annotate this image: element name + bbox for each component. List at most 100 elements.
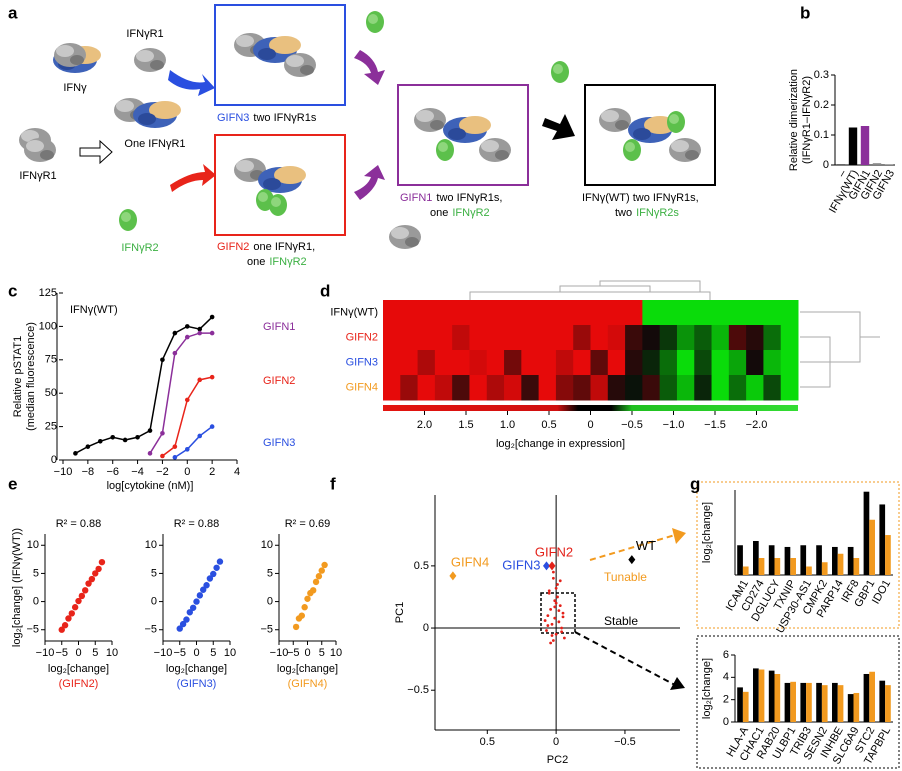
bar [869,672,875,722]
point [557,620,560,623]
x-tick-label: 10 [224,647,236,659]
heat-cell [504,325,522,351]
heat-cell [573,375,591,401]
x-tick-label: −0.5 [614,736,636,748]
caption-part: two [615,207,632,219]
x-axis-label: log₂[change] [48,663,109,675]
point [82,587,88,593]
heat-cell [660,375,678,401]
point [552,639,555,642]
y-tick-label: 4 [723,671,729,683]
point [110,435,115,440]
heat-cell [642,325,660,351]
heat-cell [418,325,436,351]
point [628,555,635,564]
caption-part: GIFN2 [217,241,249,253]
point [560,627,563,630]
figure: IFNγR1 IFNγ IFNγR1 One IFNγR1 IFNγR2 GIF… [0,0,902,771]
heat-cell [677,350,695,376]
heat-cell [400,300,418,326]
heat-cell [729,325,747,351]
bar [816,683,822,722]
point [552,577,555,580]
point [562,612,565,615]
y-axis-label: Relative pSTAT1 [12,336,24,418]
colorbar-tick-label: 0.5 [541,419,556,431]
y-tick-label: 0 [723,716,729,728]
heat-cell [383,375,401,401]
bar [816,545,822,575]
point [559,579,562,582]
heat-cell [591,350,609,376]
x-tick-label: −5 [287,647,300,659]
point [173,351,178,356]
heat-cell [591,300,609,326]
y-axis-label: log₂[change] (IFNγ(WT)) [11,528,23,647]
caption-part: one IFNγR1, [253,241,315,253]
heat-cell [608,350,626,376]
heat-cell [504,375,522,401]
point [553,617,556,620]
heat-cell [452,325,470,351]
panel-label: d [320,281,330,300]
y-tick-label: 0.1 [814,129,829,141]
bar [885,685,891,722]
heat-cell [521,325,539,351]
x-axis-label: PC2 [547,754,568,766]
bar [873,163,881,165]
point [123,438,128,443]
y-tick-label: 125 [39,287,57,299]
point [148,451,153,456]
bar [854,693,860,722]
y-tick-label: 2 [723,694,729,706]
diagram-label: One IFNγR1 [124,138,185,150]
point [546,614,549,617]
heat-cell [694,300,712,326]
point [210,315,215,320]
heat-cell [573,325,591,351]
bar [743,567,749,576]
bar [753,541,759,575]
legend-label: IFNγ(WT) [70,304,118,316]
y-tick-label: 0 [823,159,829,171]
y-tick-label: 100 [39,320,57,332]
x-tick-label: −10 [154,647,173,659]
x-tick-label: 4 [234,466,240,478]
heat-cell [400,375,418,401]
bar [848,547,854,575]
x-tick-label: 0 [184,466,190,478]
panel-label: f [330,474,336,493]
y-tick-label: 5 [33,567,39,579]
y-tick-label: −5 [26,624,39,636]
x-tick-label: −5 [173,647,186,659]
y-tick-label: 0 [33,595,39,607]
point [556,583,559,586]
point [562,615,565,618]
heat-cell [435,350,453,376]
heat-cell [521,300,539,326]
bar [737,687,743,722]
heat-cell [729,375,747,401]
bar [838,685,844,722]
annotation: Tunable [604,570,647,584]
colorbar-label: log₂[change in expression] [496,438,625,450]
heat-cell [504,350,522,376]
bar [879,504,885,575]
heat-cell [435,375,453,401]
bar [806,683,812,722]
point [304,596,310,602]
heat-cell [608,300,626,326]
diagram-label: IFNγ [63,82,87,94]
annotation: Stable [604,614,638,628]
heat-cell [539,375,557,401]
point [86,444,91,449]
bar [743,692,749,722]
x-tick-label: 10 [330,647,342,659]
point [185,324,190,329]
x-tick-label: −8 [82,466,95,478]
heat-cell [469,300,487,326]
point [552,571,555,574]
bar [775,558,781,575]
point [313,579,319,585]
